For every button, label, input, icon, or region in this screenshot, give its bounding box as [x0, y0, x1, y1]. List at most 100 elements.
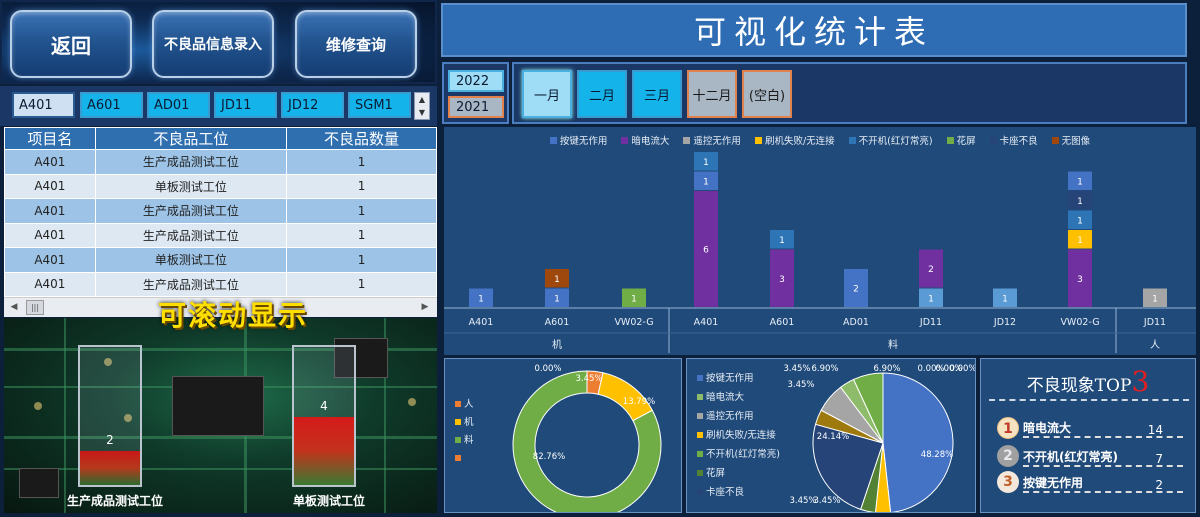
bar-segment [1068, 230, 1092, 249]
legend-swatch [455, 419, 461, 425]
month-dec-button[interactable]: 十二月 [687, 70, 737, 118]
table-row[interactable]: A401 生产成品测试工位 1 [4, 149, 437, 175]
month-jan-button[interactable]: 一月 [522, 70, 572, 118]
pie-data-label: 3.45% [787, 380, 814, 390]
pie-chart-svg: 48.28%3.45%3.45%24.14%3.45%6.90%3.45% 6.9… [697, 364, 977, 514]
pie-slice [812, 423, 884, 510]
chevron-down-icon[interactable]: ▼ [418, 108, 426, 117]
defect-entry-button[interactable]: 不良品信息录入 [152, 10, 274, 78]
project-filter: A401 A601 AD01 JD11 JD12 SGM1 [0, 86, 437, 126]
table-cell: 1 [286, 271, 437, 297]
donut-data-label: 3.45% [575, 374, 602, 384]
table-cell: A401 [4, 198, 96, 224]
legend-label: 花屏 [956, 136, 976, 147]
table-cell: A401 [4, 222, 96, 248]
legend-label: 刷机失败/无连接 [706, 429, 776, 441]
bar-data-label: 2 [853, 285, 859, 295]
legend-entry: 无图像 [1051, 133, 1091, 147]
pie-data-label: 3.45% [789, 496, 816, 506]
top3-item-value: 2 [1155, 478, 1163, 492]
table-cell: A401 [4, 247, 96, 273]
legend-label: 花屏 [706, 467, 725, 479]
legend-label: 机 [464, 416, 474, 428]
bar-data-label: 1 [703, 158, 709, 168]
filter-item[interactable]: JD12 [281, 92, 344, 118]
repair-query-button[interactable]: 维修查询 [295, 10, 417, 78]
bar-segment [469, 288, 493, 307]
table-row[interactable]: A401 生产成品测试工位 1 [4, 222, 437, 248]
x-tick-label: A401 [469, 317, 494, 328]
top3-item-value: 14 [1147, 423, 1163, 437]
table-cell: 1 [286, 198, 437, 224]
bar-data-label: 1 [1002, 294, 1008, 304]
table-cell: A401 [4, 149, 96, 175]
top3-title-text: 不良现象TOP [1026, 376, 1132, 396]
legend-swatch [683, 136, 691, 144]
table-cell: 生产成品测试工位 [94, 149, 288, 175]
month-feb-button[interactable]: 二月 [577, 70, 627, 118]
table-cell: 生产成品测试工位 [94, 271, 288, 297]
top3-title: 不良现象TOP3 [981, 365, 1195, 398]
month-blank-button[interactable]: (空白) [742, 70, 792, 118]
legend-swatch [697, 489, 703, 495]
bar-segment [844, 269, 868, 307]
filter-item[interactable]: AD01 [147, 92, 210, 118]
donut-slice [512, 370, 662, 517]
top3-panel: 不良现象TOP3 1 暗电流大 14 2 不开机(红灯常亮) 7 3 按键无作用… [980, 358, 1196, 513]
bar-segment [694, 171, 718, 190]
legend-label: 遥控无作用 [706, 410, 754, 422]
year-2021-button[interactable]: 2021 [448, 96, 504, 118]
bar-segment [1068, 171, 1092, 190]
x-tick-label: A601 [770, 317, 795, 328]
pie-data-label: 48.28% [921, 450, 953, 460]
back-button[interactable]: 返回 [10, 10, 132, 78]
legend-entry: 卡座不良 [989, 133, 1038, 147]
top3-item-name: 按键无作用 [1023, 474, 1183, 493]
legend-swatch [455, 437, 461, 443]
bar-segment [919, 249, 943, 288]
filter-item[interactable]: SGM1 [348, 92, 411, 118]
table-cell: 单板测试工位 [94, 173, 288, 199]
rank-badge: 1 [997, 417, 1019, 439]
legend-label: 无图像 [1061, 136, 1091, 147]
legend-entry: 遥控无作用 [683, 133, 741, 147]
month-mar-button[interactable]: 三月 [632, 70, 682, 118]
table-cell: 生产成品测试工位 [94, 198, 288, 224]
chevron-up-icon[interactable]: ▲ [418, 95, 426, 104]
legend-swatch [455, 455, 461, 461]
bar-segment [694, 152, 718, 171]
filter-spinner[interactable]: ▲ ▼ [414, 92, 430, 120]
table-row[interactable]: A401 生产成品测试工位 1 [4, 198, 437, 224]
x-tick-label: VW02-G [1060, 317, 1099, 328]
chevron-left-icon[interactable]: ◀ [10, 302, 18, 312]
bar-segment [1143, 288, 1167, 307]
year-2022-button[interactable]: 2022 [448, 70, 504, 92]
chevron-right-icon[interactable]: ▶ [421, 302, 429, 312]
pie-slice [852, 372, 884, 444]
table-cell: 1 [286, 247, 437, 273]
gauge-label: 生产成品测试工位 [66, 494, 163, 508]
legend-label: 卡座不良 [999, 136, 1038, 147]
nav-panel: 返回 不良品信息录入 维修查询 [0, 0, 437, 84]
legend-swatch [455, 401, 461, 407]
scrollbar-thumb[interactable]: ||| [26, 300, 44, 315]
filter-item[interactable]: A401 [12, 92, 75, 118]
table-row[interactable]: A401 生产成品测试工位 1 [4, 271, 437, 297]
table-cell: 生产成品测试工位 [94, 222, 288, 248]
bar-segment [770, 230, 794, 249]
filter-item[interactable]: A601 [80, 92, 143, 118]
column-header: 不良品工位 [94, 127, 288, 150]
donut-data-label: 82.76% [533, 452, 565, 462]
circuit-board-image [4, 318, 437, 513]
legend-entry: 暗电流大 [621, 133, 669, 147]
horizontal-scrollbar[interactable]: ◀ ||| ▶ [4, 297, 437, 317]
bar-segment [622, 288, 646, 307]
bar-data-label: 3 [1077, 275, 1083, 285]
filter-item[interactable]: JD11 [214, 92, 277, 118]
bar-data-label: 1 [779, 236, 785, 246]
x-tick-label: AD01 [843, 317, 869, 328]
table-row[interactable]: A401 单板测试工位 1 [4, 173, 437, 199]
year-slicer: 2022 2021 [442, 62, 509, 124]
table-row[interactable]: A401 单板测试工位 1 [4, 247, 437, 273]
